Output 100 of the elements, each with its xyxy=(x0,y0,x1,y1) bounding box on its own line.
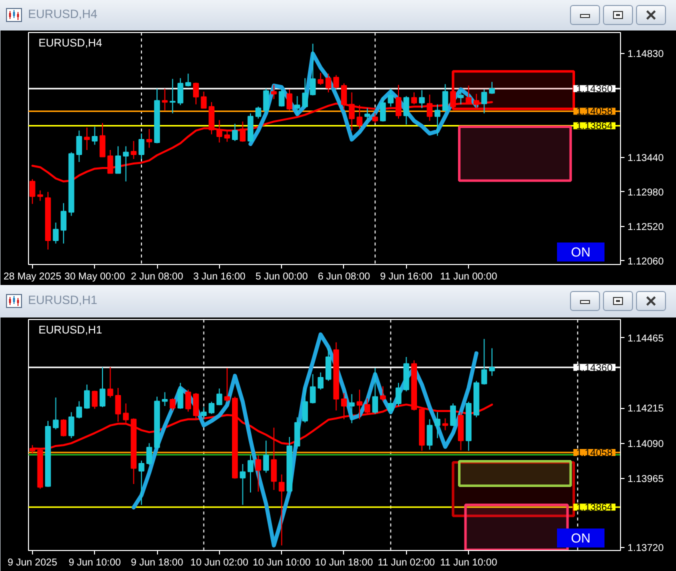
text: ON xyxy=(571,244,590,260)
x-tick-label: 6 Jun 08:00 xyxy=(318,272,371,282)
candlestick xyxy=(37,190,44,202)
candlestick xyxy=(302,387,308,424)
candlestick xyxy=(278,88,285,108)
chart-title: EURUSD,H4 xyxy=(28,6,98,24)
candlestick xyxy=(481,338,488,386)
candlestick xyxy=(380,97,386,122)
candlestick xyxy=(388,88,394,108)
candlestick xyxy=(177,78,184,106)
candlestick xyxy=(200,91,207,109)
candlestick xyxy=(130,140,137,160)
candlestick xyxy=(302,78,308,109)
candlestick xyxy=(100,122,106,158)
candlestick xyxy=(208,401,214,414)
candlestick xyxy=(107,366,114,398)
x-tick-label: 11 Jun 10:00 xyxy=(440,558,498,568)
candlestick xyxy=(122,146,129,182)
x-tick-label: 10 Jun 10:00 xyxy=(252,558,312,568)
candlestick xyxy=(388,400,394,414)
candlestick xyxy=(442,84,448,112)
text: EURUSD,H1 xyxy=(38,324,102,336)
y-tick-label: 1.12520 xyxy=(628,222,664,233)
candlestick xyxy=(286,88,292,111)
candlestick xyxy=(270,84,277,100)
candlestick xyxy=(489,348,495,376)
candlestick xyxy=(255,454,262,492)
ref-line-label: 1.13864 xyxy=(576,121,613,132)
text: ON xyxy=(571,530,590,546)
x-tick-label: 9 Jun 16:00 xyxy=(380,272,433,282)
candlestick xyxy=(138,133,144,160)
x-tick-label: 9 Jun 2025 xyxy=(8,558,58,568)
candlestick xyxy=(318,72,324,86)
candlestick xyxy=(52,397,59,430)
candlestick xyxy=(263,88,269,114)
candlestick xyxy=(146,128,152,148)
x-tick-label: 5 Jun 00:00 xyxy=(256,272,308,282)
candlestick xyxy=(348,394,355,424)
candlestick xyxy=(364,108,370,122)
x-tick-label: 2 Jun 08:00 xyxy=(130,272,184,282)
candlestick xyxy=(255,106,262,120)
chart-subtitle: EURUSD,H4 xyxy=(38,38,102,50)
candlestick xyxy=(138,460,144,506)
candlestick xyxy=(263,440,269,474)
x-tick-label: 10 Jun 18:00 xyxy=(315,558,374,568)
candlestick xyxy=(216,388,222,406)
candlestick xyxy=(372,367,378,414)
ref-line-label: 1.14058 xyxy=(576,448,613,459)
candlestick xyxy=(426,418,433,450)
y-tick-label: 1.13440 xyxy=(628,152,664,164)
candlestick xyxy=(185,73,192,87)
candlestick xyxy=(489,81,495,94)
candlestick xyxy=(442,418,448,431)
line-series xyxy=(248,51,478,146)
candlestick xyxy=(193,82,199,105)
candlestick xyxy=(325,73,332,93)
candlestick xyxy=(60,202,66,244)
candlestick xyxy=(115,146,121,174)
candlestick xyxy=(481,88,488,114)
candlestick xyxy=(170,398,176,411)
y-tick-label: 1.13720 xyxy=(628,543,664,554)
candlestick xyxy=(294,96,300,116)
candlestick xyxy=(372,112,378,124)
candlestick xyxy=(434,412,440,439)
candlestick xyxy=(356,104,362,130)
candlestick xyxy=(185,389,192,412)
candlestick xyxy=(29,178,36,204)
candlestick xyxy=(318,372,324,390)
candlestick xyxy=(84,127,90,150)
candlestick xyxy=(200,406,207,420)
x-tick-label: 9 Jun 10:00 xyxy=(68,558,122,568)
y-tick-label: 1.14465 xyxy=(628,333,664,344)
candlestick xyxy=(84,384,90,410)
candlestick xyxy=(333,74,340,90)
x-tick-label: 11 Jun 02:00 xyxy=(378,558,436,568)
candlestick xyxy=(240,464,246,506)
x-tick-label: 28 May 2025 xyxy=(3,272,62,282)
x-tick-label: 11 Jun 00:00 xyxy=(440,272,498,282)
candlestick xyxy=(450,402,456,426)
x-tick-label: 3 Jun 16:00 xyxy=(193,272,246,282)
y-tick-label: 1.14090 xyxy=(628,438,664,450)
x-tick-label: 10 Jun 02:00 xyxy=(190,558,249,568)
candlestick xyxy=(107,149,114,174)
candlestick xyxy=(418,90,425,109)
candlestick xyxy=(177,382,184,410)
candlestick xyxy=(92,390,98,410)
candlestick xyxy=(403,96,410,126)
y-tick-label: 1.13965 xyxy=(628,474,664,486)
y-tick-label: 1.12060 xyxy=(628,256,664,268)
candlestick xyxy=(310,43,316,96)
ref-line-label: 1.14058 xyxy=(576,106,613,118)
candlestick xyxy=(278,474,285,546)
ref-line-label: 1.14360 xyxy=(576,362,613,374)
candlestick xyxy=(294,416,300,450)
candlestick xyxy=(380,386,386,402)
y-tick-label: 1.14215 xyxy=(628,404,664,415)
candlestick xyxy=(52,222,59,244)
chart-title: EURUSD,H1 xyxy=(28,292,98,310)
candlestick xyxy=(60,418,66,437)
x-tick-label: 9 Jun 18:00 xyxy=(130,558,184,568)
